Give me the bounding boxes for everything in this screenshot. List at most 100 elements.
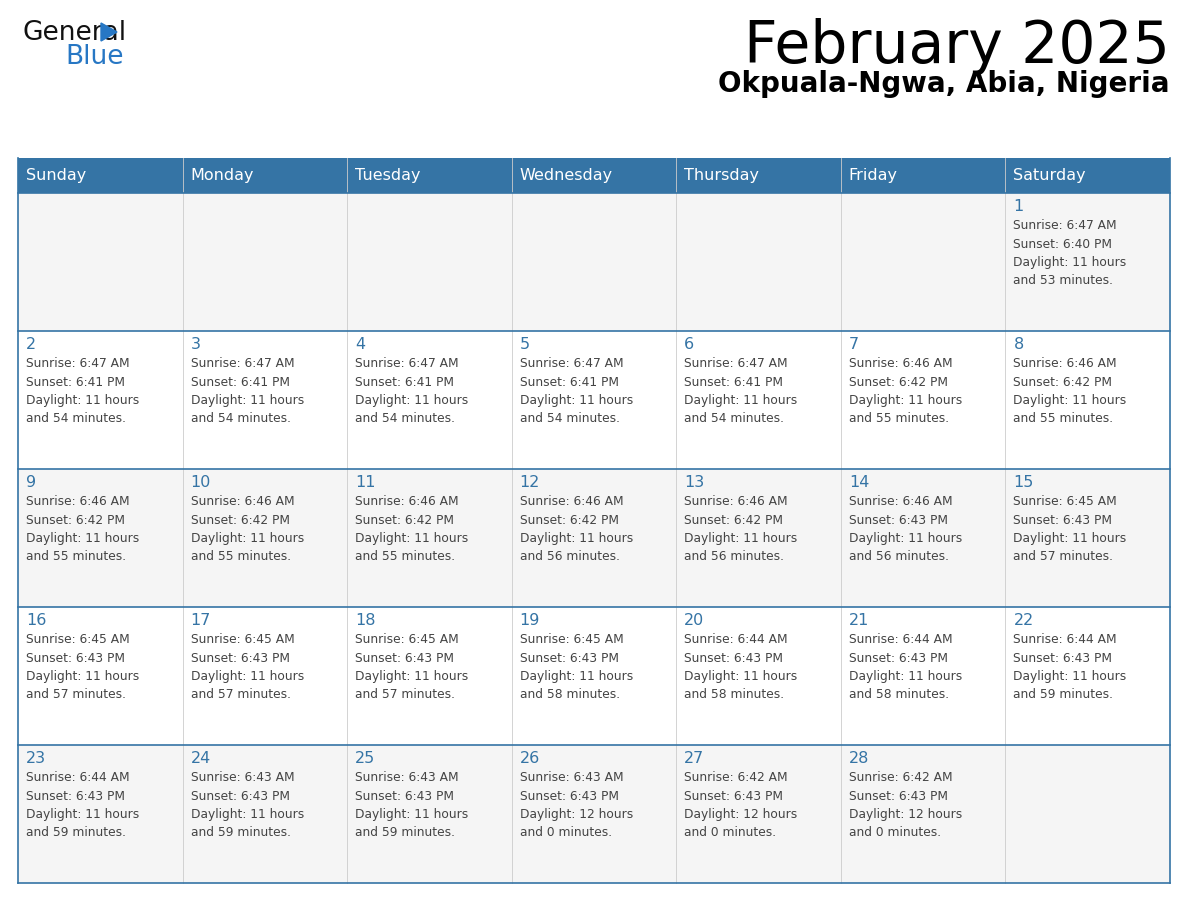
Text: Daylight: 11 hours: Daylight: 11 hours	[190, 670, 304, 683]
Text: Daylight: 12 hours: Daylight: 12 hours	[684, 808, 797, 821]
Text: Daylight: 12 hours: Daylight: 12 hours	[519, 808, 633, 821]
Text: and 54 minutes.: and 54 minutes.	[684, 412, 784, 426]
Text: and 57 minutes.: and 57 minutes.	[26, 688, 126, 701]
Text: 11: 11	[355, 475, 375, 490]
Text: Daylight: 11 hours: Daylight: 11 hours	[355, 808, 468, 821]
Text: Sunset: 6:43 PM: Sunset: 6:43 PM	[190, 652, 290, 665]
Text: and 59 minutes.: and 59 minutes.	[190, 826, 291, 839]
Text: Sunset: 6:43 PM: Sunset: 6:43 PM	[1013, 513, 1112, 527]
FancyBboxPatch shape	[841, 158, 1005, 193]
FancyBboxPatch shape	[183, 158, 347, 193]
Text: Sunrise: 6:46 AM: Sunrise: 6:46 AM	[355, 495, 459, 508]
Text: 21: 21	[849, 613, 870, 628]
Text: Sunrise: 6:43 AM: Sunrise: 6:43 AM	[190, 771, 295, 784]
Text: and 55 minutes.: and 55 minutes.	[355, 551, 455, 564]
Text: 4: 4	[355, 337, 365, 352]
Text: 1: 1	[1013, 199, 1024, 214]
Text: Sunset: 6:43 PM: Sunset: 6:43 PM	[849, 513, 948, 527]
FancyBboxPatch shape	[18, 331, 1170, 469]
Text: Sunrise: 6:46 AM: Sunrise: 6:46 AM	[26, 495, 129, 508]
Text: 7: 7	[849, 337, 859, 352]
Text: Sunset: 6:42 PM: Sunset: 6:42 PM	[849, 375, 948, 388]
Text: 2: 2	[26, 337, 36, 352]
Text: 20: 20	[684, 613, 704, 628]
Text: Sunrise: 6:47 AM: Sunrise: 6:47 AM	[26, 357, 129, 370]
Text: 8: 8	[1013, 337, 1024, 352]
Text: Sunset: 6:40 PM: Sunset: 6:40 PM	[1013, 238, 1112, 251]
Text: Sunset: 6:43 PM: Sunset: 6:43 PM	[849, 652, 948, 665]
Text: Sunrise: 6:44 AM: Sunrise: 6:44 AM	[849, 633, 953, 646]
Text: and 54 minutes.: and 54 minutes.	[26, 412, 126, 426]
Text: Sunset: 6:43 PM: Sunset: 6:43 PM	[355, 652, 454, 665]
Text: Daylight: 11 hours: Daylight: 11 hours	[355, 670, 468, 683]
Text: Blue: Blue	[65, 44, 124, 70]
Text: 23: 23	[26, 751, 46, 766]
Text: Sunset: 6:43 PM: Sunset: 6:43 PM	[849, 789, 948, 802]
Text: Sunrise: 6:43 AM: Sunrise: 6:43 AM	[355, 771, 459, 784]
FancyBboxPatch shape	[18, 193, 1170, 331]
Text: Sunset: 6:42 PM: Sunset: 6:42 PM	[26, 513, 125, 527]
Text: Daylight: 11 hours: Daylight: 11 hours	[519, 394, 633, 407]
Text: and 56 minutes.: and 56 minutes.	[849, 551, 949, 564]
Text: Daylight: 11 hours: Daylight: 11 hours	[26, 532, 139, 545]
Text: and 54 minutes.: and 54 minutes.	[355, 412, 455, 426]
Text: Sunrise: 6:44 AM: Sunrise: 6:44 AM	[1013, 633, 1117, 646]
Text: Sunrise: 6:45 AM: Sunrise: 6:45 AM	[1013, 495, 1117, 508]
Text: 26: 26	[519, 751, 541, 766]
Text: and 59 minutes.: and 59 minutes.	[355, 826, 455, 839]
Text: Sunrise: 6:46 AM: Sunrise: 6:46 AM	[684, 495, 788, 508]
Text: Daylight: 11 hours: Daylight: 11 hours	[26, 808, 139, 821]
Text: Sunrise: 6:47 AM: Sunrise: 6:47 AM	[519, 357, 624, 370]
Text: Daylight: 11 hours: Daylight: 11 hours	[684, 394, 797, 407]
Text: 15: 15	[1013, 475, 1034, 490]
Text: and 57 minutes.: and 57 minutes.	[190, 688, 291, 701]
Text: and 54 minutes.: and 54 minutes.	[519, 412, 620, 426]
FancyBboxPatch shape	[676, 158, 841, 193]
Text: and 59 minutes.: and 59 minutes.	[26, 826, 126, 839]
FancyBboxPatch shape	[18, 469, 1170, 607]
Text: and 58 minutes.: and 58 minutes.	[519, 688, 620, 701]
Text: Thursday: Thursday	[684, 168, 759, 183]
Text: Sunset: 6:43 PM: Sunset: 6:43 PM	[684, 652, 783, 665]
Text: Sunset: 6:41 PM: Sunset: 6:41 PM	[26, 375, 125, 388]
Text: 17: 17	[190, 613, 211, 628]
Text: Sunrise: 6:42 AM: Sunrise: 6:42 AM	[849, 771, 953, 784]
Text: Sunrise: 6:46 AM: Sunrise: 6:46 AM	[849, 357, 953, 370]
Text: Sunset: 6:42 PM: Sunset: 6:42 PM	[355, 513, 454, 527]
Text: Sunrise: 6:42 AM: Sunrise: 6:42 AM	[684, 771, 788, 784]
Text: Daylight: 11 hours: Daylight: 11 hours	[849, 394, 962, 407]
Text: and 55 minutes.: and 55 minutes.	[849, 412, 949, 426]
Text: Friday: Friday	[849, 168, 898, 183]
Text: Daylight: 11 hours: Daylight: 11 hours	[1013, 532, 1126, 545]
Text: Wednesday: Wednesday	[519, 168, 613, 183]
Text: and 54 minutes.: and 54 minutes.	[190, 412, 291, 426]
Text: 25: 25	[355, 751, 375, 766]
Text: Sunset: 6:43 PM: Sunset: 6:43 PM	[26, 789, 125, 802]
FancyBboxPatch shape	[347, 158, 512, 193]
Text: Daylight: 11 hours: Daylight: 11 hours	[849, 670, 962, 683]
Text: and 0 minutes.: and 0 minutes.	[849, 826, 941, 839]
Text: Sunset: 6:43 PM: Sunset: 6:43 PM	[1013, 652, 1112, 665]
FancyBboxPatch shape	[18, 745, 1170, 883]
Text: and 55 minutes.: and 55 minutes.	[190, 551, 291, 564]
Text: and 0 minutes.: and 0 minutes.	[684, 826, 777, 839]
Text: Sunset: 6:43 PM: Sunset: 6:43 PM	[26, 652, 125, 665]
Text: Sunset: 6:43 PM: Sunset: 6:43 PM	[519, 652, 619, 665]
Text: Sunrise: 6:44 AM: Sunrise: 6:44 AM	[26, 771, 129, 784]
Text: 16: 16	[26, 613, 46, 628]
Text: 19: 19	[519, 613, 541, 628]
Text: Sunrise: 6:46 AM: Sunrise: 6:46 AM	[849, 495, 953, 508]
Text: 3: 3	[190, 337, 201, 352]
Text: and 58 minutes.: and 58 minutes.	[684, 688, 784, 701]
Text: 18: 18	[355, 613, 375, 628]
Text: and 57 minutes.: and 57 minutes.	[355, 688, 455, 701]
Text: Sunrise: 6:45 AM: Sunrise: 6:45 AM	[355, 633, 459, 646]
Text: Daylight: 12 hours: Daylight: 12 hours	[849, 808, 962, 821]
Text: Daylight: 11 hours: Daylight: 11 hours	[190, 394, 304, 407]
FancyBboxPatch shape	[18, 607, 1170, 745]
Text: Sunrise: 6:46 AM: Sunrise: 6:46 AM	[519, 495, 624, 508]
Text: Sunrise: 6:47 AM: Sunrise: 6:47 AM	[1013, 219, 1117, 232]
Text: Daylight: 11 hours: Daylight: 11 hours	[1013, 394, 1126, 407]
Text: Daylight: 11 hours: Daylight: 11 hours	[190, 532, 304, 545]
Text: and 56 minutes.: and 56 minutes.	[684, 551, 784, 564]
